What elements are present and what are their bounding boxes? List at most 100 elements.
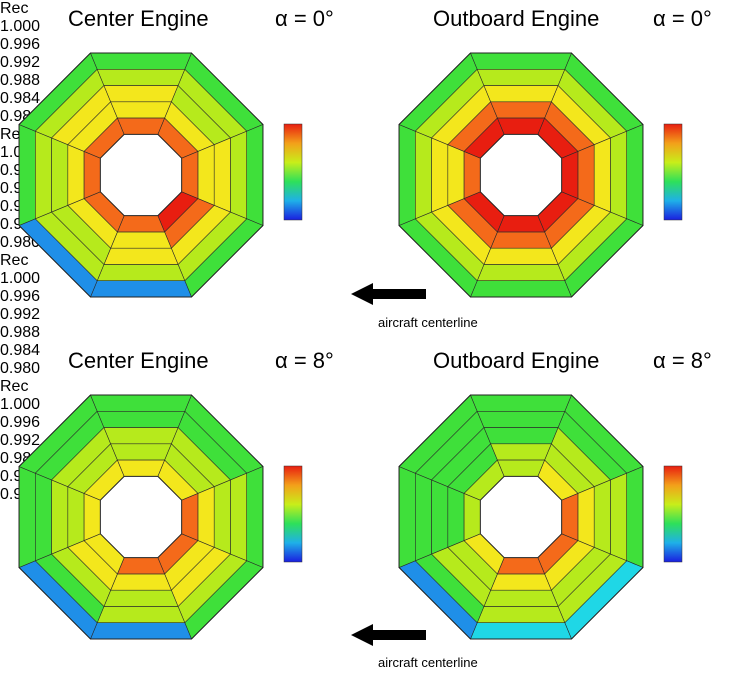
octagon-outline <box>18 394 264 640</box>
panel-title: Outboard Engine <box>433 6 600 31</box>
contour-cell <box>103 589 179 607</box>
contour-cell <box>490 231 552 249</box>
contour-cell <box>96 264 186 281</box>
octagon-contour-map <box>18 52 264 298</box>
contour-cell <box>470 622 572 640</box>
contour-cell <box>626 124 644 226</box>
colorbar <box>663 465 683 563</box>
legend-tick-label: 1.000 <box>0 18 41 35</box>
contour-cell <box>476 264 566 281</box>
contour-cell <box>230 130 247 220</box>
contour-cell <box>67 486 85 548</box>
contour-cell <box>577 144 595 206</box>
contour-cell <box>197 486 215 548</box>
legend-title: Rec <box>0 252 29 269</box>
contour-cell <box>483 247 559 265</box>
contour-cell <box>96 411 186 428</box>
colorbar <box>283 123 303 221</box>
contour-cell <box>626 466 644 568</box>
contour-cell <box>483 427 559 445</box>
contour-cell <box>470 52 572 70</box>
contour-cell <box>230 472 247 562</box>
contour-cell <box>415 472 432 562</box>
octagon-contour-map <box>18 394 264 640</box>
legend-title: Rec <box>0 378 29 395</box>
contour-cell <box>496 459 546 477</box>
legend-tick-label: 0.992 <box>0 432 41 449</box>
contour-cell <box>415 130 432 220</box>
contour-cell <box>110 573 172 591</box>
legend-tick-label: 0.988 <box>0 72 41 89</box>
contour-cell <box>577 486 595 548</box>
colorbar <box>283 465 303 563</box>
legend-tick-label: 0.996 <box>0 414 41 431</box>
legend-tick-label: 0.980 <box>0 234 41 251</box>
legend-tick-label: 0.988 <box>0 324 41 341</box>
inner-hub <box>479 133 563 217</box>
legend-tick-label: 0.996 <box>0 36 41 53</box>
contour-cell <box>90 622 192 640</box>
contour-cell <box>483 85 559 103</box>
inner-hub <box>99 475 183 559</box>
contour-cell <box>116 459 166 477</box>
contour-cell <box>483 589 559 607</box>
octagon-contour-map <box>398 52 644 298</box>
contour-cell <box>490 101 552 119</box>
colorbar <box>663 123 683 221</box>
contour-cell <box>398 124 416 226</box>
contour-cell <box>431 479 449 555</box>
contour-cell <box>213 137 231 213</box>
contour-cell <box>398 466 416 568</box>
contour-cell <box>496 117 546 135</box>
contour-cell <box>490 573 552 591</box>
panel-title: Center Engine <box>68 348 209 373</box>
contour-cell <box>90 52 192 70</box>
alpha-label: α = 0° <box>275 6 334 31</box>
contour-cell <box>103 247 179 265</box>
contour-cell <box>470 280 572 298</box>
legend-tick-label: 0.992 <box>0 54 41 71</box>
alpha-label: α = 8° <box>275 348 334 373</box>
contour-cell <box>496 557 546 575</box>
contour-cell <box>51 479 69 555</box>
arrow-label: aircraft centerline <box>378 315 478 330</box>
panel-title: Center Engine <box>68 6 209 31</box>
contour-cell <box>610 130 627 220</box>
contour-cell <box>447 144 465 206</box>
alpha-label: α = 8° <box>653 348 712 373</box>
contour-cell <box>593 137 611 213</box>
contour-cell <box>476 411 566 428</box>
legend-tick-label: 1.000 <box>0 270 41 287</box>
contour-cell <box>463 150 481 200</box>
contour-cell <box>246 466 264 568</box>
panel-title: Outboard Engine <box>433 348 600 373</box>
arrow-label: aircraft centerline <box>378 655 478 670</box>
octagon-contour-map <box>398 394 644 640</box>
contour-cell <box>561 150 579 200</box>
contour-cell <box>18 466 36 568</box>
inner-hub <box>479 475 563 559</box>
contour-cell <box>197 144 215 206</box>
contour-cell <box>246 124 264 226</box>
contour-cell <box>90 280 192 298</box>
legend-tick-label: 0.984 <box>0 342 41 359</box>
contour-cell <box>51 137 69 213</box>
contour-cell <box>181 150 199 200</box>
contour-cell <box>110 231 172 249</box>
contour-cell <box>476 69 566 86</box>
contour-cell <box>96 69 186 86</box>
contour-cell <box>90 394 192 412</box>
contour-cell <box>116 557 166 575</box>
octagon-outline <box>398 394 644 640</box>
contour-cell <box>67 144 85 206</box>
contour-cell <box>110 101 172 119</box>
legend-tick-label: 0.984 <box>0 90 41 107</box>
contour-cell <box>35 130 52 220</box>
contour-cell <box>35 472 52 562</box>
contour-cell <box>490 443 552 461</box>
alpha-label: α = 0° <box>653 6 712 31</box>
contour-cell <box>476 606 566 623</box>
contour-cell <box>463 492 481 542</box>
inner-hub <box>99 133 183 217</box>
contour-cell <box>103 85 179 103</box>
